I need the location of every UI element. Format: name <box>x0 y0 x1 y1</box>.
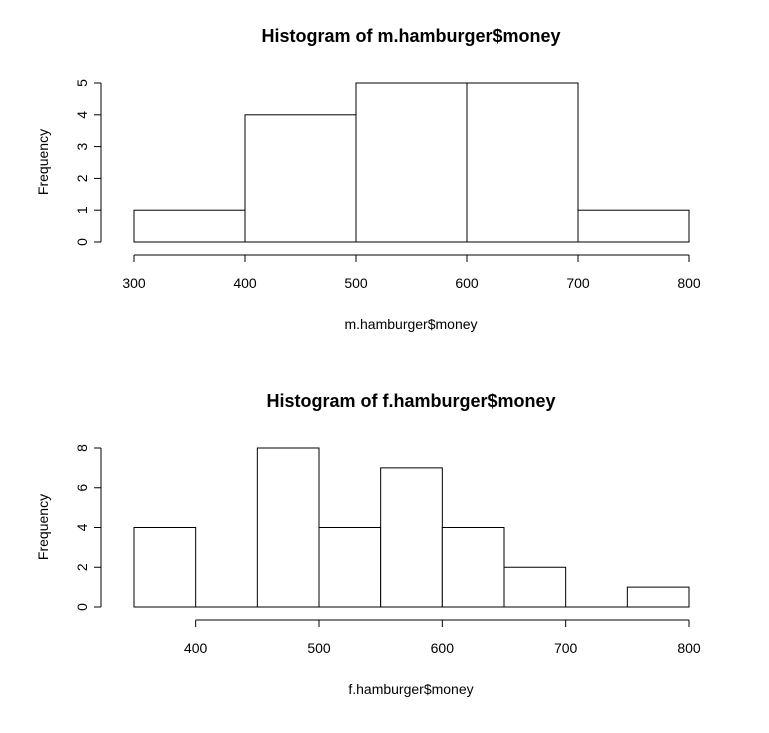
histogram-bar <box>355 82 468 243</box>
x-axis-label: m.hamburger$money <box>344 316 477 332</box>
y-tick-label: 6 <box>74 484 90 492</box>
x-tick-label: 500 <box>307 640 331 656</box>
y-tick-label: 8 <box>74 444 90 452</box>
x-axis-label: f.hamburger$money <box>348 681 473 697</box>
bars <box>133 447 690 608</box>
histogram-panel-female: Histogram of f.hamburger$money f.hamburg… <box>35 391 701 697</box>
histogram-bar <box>441 527 505 608</box>
x-axis: 400 500 600 700 800 <box>184 619 701 656</box>
histogram-bar <box>503 566 567 608</box>
x-tick-label: 600 <box>455 275 479 291</box>
histogram-bar <box>466 82 579 243</box>
chart-title: Histogram of m.hamburger$money <box>261 26 560 46</box>
x-tick-label: 700 <box>566 275 590 291</box>
y-tick-label: 1 <box>74 206 90 214</box>
histogram-bar <box>133 527 197 608</box>
y-axis-label: Frequency <box>35 129 51 195</box>
y-tick-label: 4 <box>74 523 90 531</box>
x-tick-label: 800 <box>677 640 701 656</box>
x-tick-label: 600 <box>431 640 455 656</box>
chart-title: Histogram of f.hamburger$money <box>266 391 555 411</box>
y-tick-label: 2 <box>74 563 90 571</box>
y-tick-label: 0 <box>74 603 90 611</box>
x-tick-label: 500 <box>344 275 368 291</box>
histogram-bar <box>380 467 443 608</box>
x-tick-label: 300 <box>122 275 146 291</box>
histogram-bar <box>577 209 690 243</box>
histogram-panel-male: Histogram of m.hamburger$money m.hamburg… <box>35 26 701 332</box>
x-tick-label: 800 <box>677 275 701 291</box>
histogram-bar <box>256 447 320 608</box>
x-axis: 300 400 500 600 700 800 <box>122 254 701 291</box>
y-tick-label: 5 <box>74 79 90 87</box>
y-axis-label: Frequency <box>35 494 51 560</box>
y-tick-label: 0 <box>74 238 90 246</box>
y-axis: 0 1 2 3 4 5 <box>74 79 102 246</box>
y-axis: 0 2 4 6 8 <box>74 444 102 611</box>
histogram-bar <box>318 527 382 608</box>
histogram-bar <box>244 114 357 243</box>
y-tick-label: 3 <box>74 142 90 150</box>
bars <box>133 82 690 243</box>
y-tick-label: 2 <box>74 174 90 182</box>
y-tick-label: 4 <box>74 111 90 119</box>
histogram-bar <box>626 586 690 608</box>
x-tick-label: 400 <box>233 275 257 291</box>
x-tick-label: 400 <box>184 640 208 656</box>
x-tick-label: 700 <box>554 640 578 656</box>
histogram-bar <box>133 209 246 243</box>
